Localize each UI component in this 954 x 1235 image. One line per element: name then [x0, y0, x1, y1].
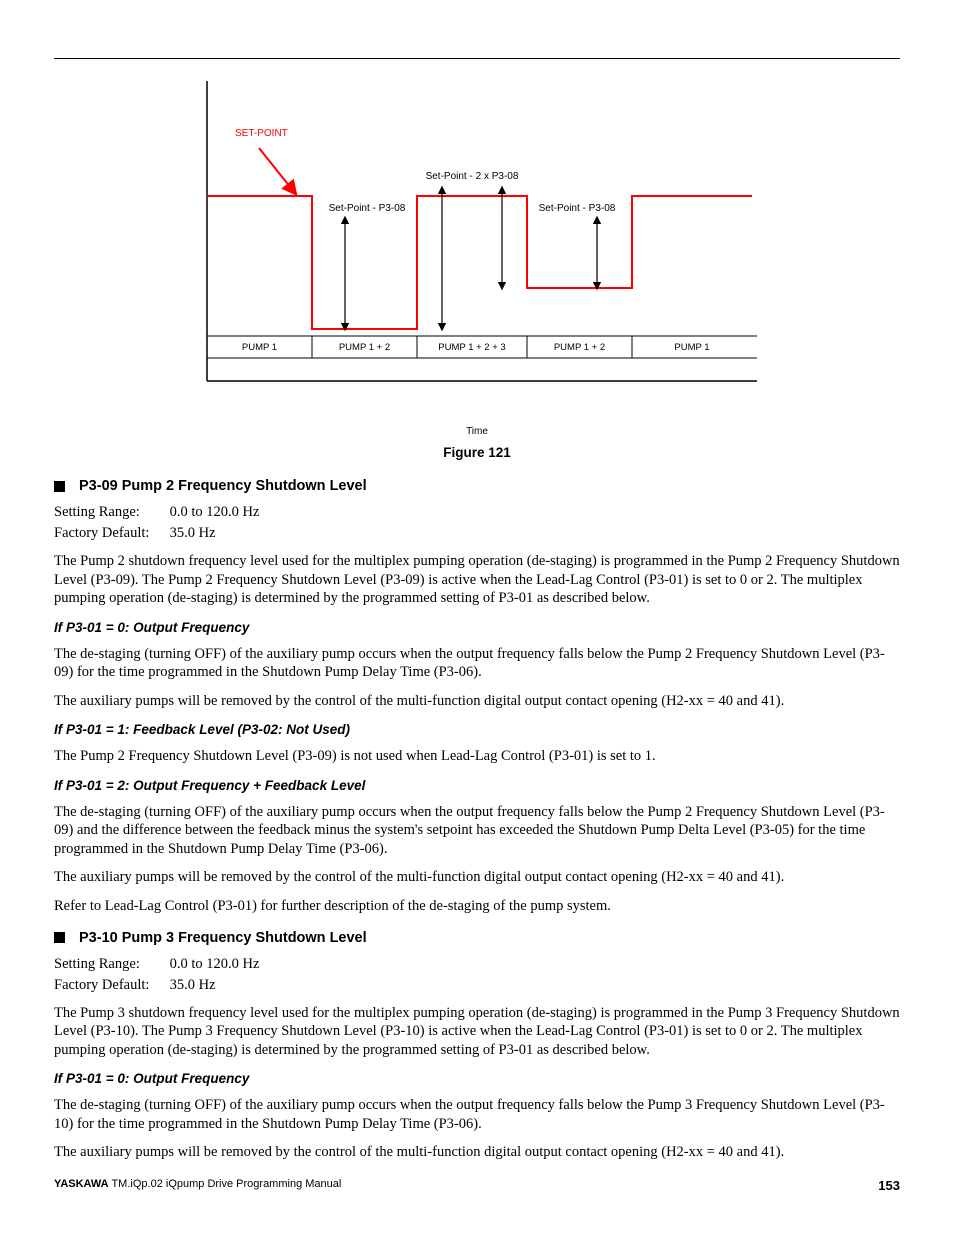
svg-text:PUMP 1 + 2: PUMP 1 + 2	[554, 342, 605, 353]
svg-text:PUMP 1: PUMP 1	[674, 342, 709, 353]
p309-sub0-p1: The de-staging (turning OFF) of the auxi…	[54, 645, 900, 682]
heading-text: P3-09 Pump 2 Frequency Shutdown Level	[79, 478, 367, 494]
p310-setting-range: Setting Range: 0.0 to 120.0 Hz	[54, 956, 900, 973]
bullet-icon	[54, 481, 65, 492]
p310-sub0-p2: The auxiliary pumps will be removed by t…	[54, 1143, 900, 1162]
p309-sub2-head: If P3-01 = 2: Output Frequency + Feedbac…	[54, 778, 900, 793]
value: 35.0 Hz	[170, 525, 216, 541]
svg-text:SET-POINT: SET-POINT	[235, 128, 288, 139]
svg-text:Set-Point - P3-08: Set-Point - P3-08	[539, 203, 616, 214]
label: Setting Range:	[54, 504, 166, 521]
label: Setting Range:	[54, 956, 166, 973]
p310-factory-default: Factory Default: 35.0 Hz	[54, 977, 900, 994]
footer-brand: YASKAWA	[54, 1178, 109, 1190]
bullet-icon	[54, 932, 65, 943]
p309-sub1-head: If P3-01 = 1: Feedback Level (P3-02: Not…	[54, 722, 900, 737]
p309-sub2-p3: Refer to Lead-Lag Control (P3-01) for fu…	[54, 897, 900, 916]
figure-time-label: Time	[197, 426, 757, 437]
heading-p3-10: P3-10 Pump 3 Frequency Shutdown Level	[54, 930, 900, 946]
p310-sub0-p1: The de-staging (turning OFF) of the auxi…	[54, 1096, 900, 1133]
page-top-rule	[54, 58, 900, 59]
figure-caption: Figure 121	[54, 445, 900, 460]
footer-doc: TM.iQp.02 iQpump Drive Programming Manua…	[109, 1178, 342, 1190]
p310-sub0-head: If P3-01 = 0: Output Frequency	[54, 1071, 900, 1086]
p309-sub2-p1: The de-staging (turning OFF) of the auxi…	[54, 803, 900, 859]
value: 35.0 Hz	[170, 977, 216, 993]
figure-svg: SET-POINT Set-Point - 2 x P3-08 Set-Point …	[197, 81, 757, 411]
heading-p3-09: P3-09 Pump 2 Frequency Shutdown Level	[54, 478, 900, 494]
figure-121: SET-POINT Set-Point - 2 x P3-08 Set-Point …	[197, 81, 757, 437]
svg-text:Set-Point - 2 x P3-08: Set-Point - 2 x P3-08	[426, 171, 519, 182]
p309-factory-default: Factory Default: 35.0 Hz	[54, 525, 900, 542]
svg-text:PUMP 1: PUMP 1	[242, 342, 277, 353]
p309-sub0-p2: The auxiliary pumps will be removed by t…	[54, 692, 900, 711]
svg-text:Set-Point - P3-08: Set-Point - P3-08	[329, 203, 406, 214]
p309-sub2-p2: The auxiliary pumps will be removed by t…	[54, 868, 900, 887]
p309-sub1-p1: The Pump 2 Frequency Shutdown Level (P3-…	[54, 747, 900, 766]
value: 0.0 to 120.0 Hz	[170, 504, 260, 520]
page-footer: YASKAWA TM.iQp.02 iQpump Drive Programmi…	[54, 1178, 900, 1193]
svg-text:PUMP 1 + 2 + 3: PUMP 1 + 2 + 3	[438, 342, 505, 353]
p309-sub0-head: If P3-01 = 0: Output Frequency	[54, 620, 900, 635]
p309-setting-range: Setting Range: 0.0 to 120.0 Hz	[54, 504, 900, 521]
label: Factory Default:	[54, 977, 166, 994]
p310-intro: The Pump 3 shutdown frequency level used…	[54, 1004, 900, 1060]
footer-page: 153	[878, 1178, 900, 1193]
heading-text: P3-10 Pump 3 Frequency Shutdown Level	[79, 930, 367, 946]
svg-text:PUMP 1 + 2: PUMP 1 + 2	[339, 342, 390, 353]
value: 0.0 to 120.0 Hz	[170, 956, 260, 972]
footer-left: YASKAWA TM.iQp.02 iQpump Drive Programmi…	[54, 1178, 341, 1193]
label: Factory Default:	[54, 525, 166, 542]
p309-intro: The Pump 2 shutdown frequency level used…	[54, 552, 900, 608]
